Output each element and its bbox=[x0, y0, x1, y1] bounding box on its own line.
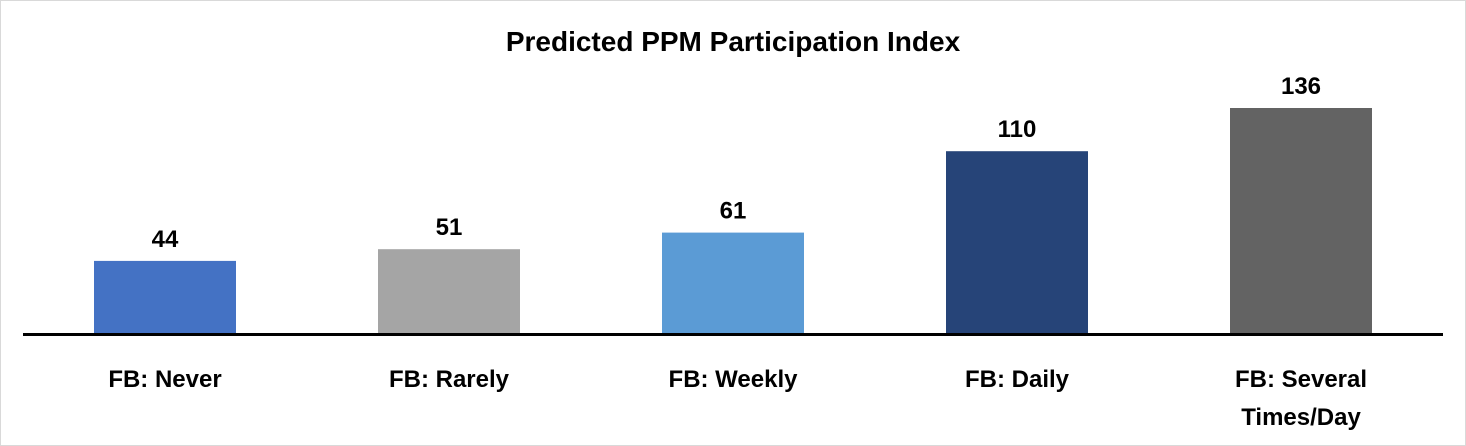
bar bbox=[378, 249, 520, 334]
bar-value-label: 110 bbox=[998, 116, 1037, 143]
chart-title: Predicted PPM Participation Index bbox=[506, 26, 961, 57]
bar bbox=[662, 232, 804, 334]
bar-value-label: 44 bbox=[152, 226, 179, 253]
bar-value-label: 61 bbox=[720, 198, 747, 225]
x-tick-label: Times/Day bbox=[1241, 404, 1361, 431]
x-tick-label: FB: Daily bbox=[965, 366, 1070, 393]
x-tick-label: FB: Never bbox=[108, 366, 221, 393]
bar bbox=[94, 260, 236, 334]
x-tick-label: FB: Rarely bbox=[389, 366, 510, 393]
bar-value-label: 51 bbox=[436, 214, 463, 241]
bar bbox=[946, 151, 1088, 334]
x-tick-label: FB: Several bbox=[1235, 366, 1367, 393]
bars-group: 44 FB: Never 51 FB: Rarely 61 FB: Weekly 110 FB… bbox=[94, 73, 1372, 431]
bar bbox=[1230, 108, 1372, 334]
bar-value-label: 136 bbox=[1281, 73, 1321, 100]
x-tick-label: FB: Weekly bbox=[669, 366, 799, 393]
